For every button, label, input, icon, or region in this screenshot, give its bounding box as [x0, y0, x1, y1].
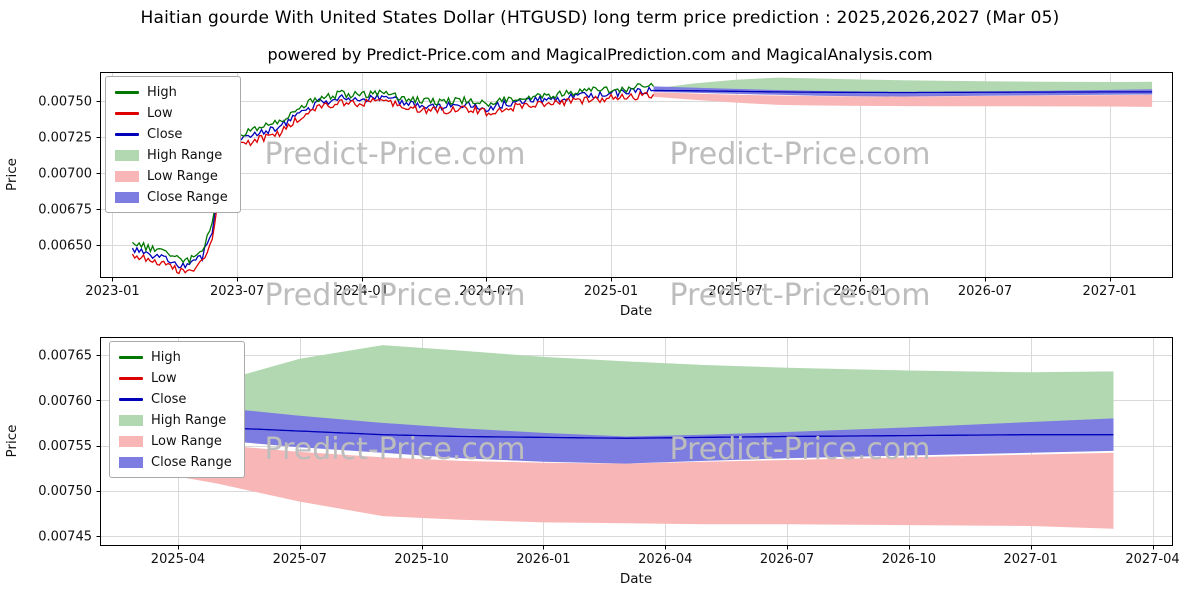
legend-label-low-range: Low Range: [147, 168, 218, 184]
svg-text:Price: Price: [4, 425, 20, 458]
legend-item-high: High: [115, 83, 228, 101]
legend-swatch-high-range: [119, 414, 143, 426]
price-history-prediction-chart: 2023-01 2023-07 2024-01 2024-07 2025-01 2025-…: [4, 72, 1173, 319]
svg-text:2023-01: 2023-01: [85, 284, 139, 299]
legend-label-high: High: [151, 349, 181, 365]
legend-label-close: Close: [151, 391, 187, 407]
legend-label-close: Close: [147, 126, 183, 142]
legend-label-close-range: Close Range: [151, 454, 232, 470]
legend-swatch-close: [119, 397, 143, 401]
svg-text:2026-01: 2026-01: [833, 284, 887, 299]
svg-text:2027-01: 2027-01: [1083, 284, 1137, 299]
legend-label-low: Low: [151, 370, 177, 386]
legend-item-close-range: Close Range: [115, 188, 228, 206]
legend-label-low-range: Low Range: [151, 433, 222, 449]
legend-swatch-close-range: [119, 456, 143, 468]
svg-text:0.00750: 0.00750: [38, 94, 92, 109]
legend-swatch-low-range: [119, 435, 143, 447]
legend-label-high: High: [147, 84, 177, 100]
legend-swatch-close-range: [115, 191, 139, 203]
svg-text:0.00675: 0.00675: [38, 203, 92, 218]
legend-item-low: Low: [115, 104, 228, 122]
svg-text:0.00650: 0.00650: [38, 239, 92, 254]
svg-text:0.00725: 0.00725: [38, 130, 92, 145]
legend-swatch-high-range: [115, 149, 139, 161]
legend-swatch-low-range: [115, 170, 139, 182]
svg-text:2024-01: 2024-01: [335, 284, 389, 299]
legend-bottom-chart: High Low Close High Range Low Range Clos…: [109, 341, 245, 478]
legend-swatch-close: [115, 132, 139, 136]
legend-item-low: Low: [119, 369, 232, 387]
svg-text:2027-04: 2027-04: [1125, 552, 1179, 567]
legend-item-high-range: High Range: [115, 146, 228, 164]
legend-item-close-range: Close Range: [119, 453, 232, 471]
svg-text:0.00700: 0.00700: [38, 167, 92, 182]
svg-text:2026-10: 2026-10: [882, 552, 936, 567]
prediction-detail-chart: 2025-04 2025-07 2025-10 2026-01 2026-04 2026-…: [4, 337, 1180, 587]
legend-label-high-range: High Range: [151, 412, 227, 428]
legend-item-high-range: High Range: [119, 411, 232, 429]
legend-label-close-range: Close Range: [147, 189, 228, 205]
legend-item-close: Close: [115, 125, 228, 143]
legend-swatch-high: [119, 355, 143, 359]
legend-item-low-range: Low Range: [115, 167, 228, 185]
figure-subtitle: powered by Predict-Price.com and Magical…: [267, 45, 933, 64]
svg-text:0.00750: 0.00750: [38, 484, 92, 499]
svg-text:2025-04: 2025-04: [151, 552, 205, 567]
svg-text:Price: Price: [4, 158, 20, 191]
legend-item-low-range: Low Range: [119, 432, 232, 450]
svg-text:2027-01: 2027-01: [1004, 552, 1058, 567]
legend-label-high-range: High Range: [147, 147, 223, 163]
svg-text:2025-07: 2025-07: [273, 552, 327, 567]
svg-text:2026-04: 2026-04: [638, 552, 692, 567]
svg-text:0.00745: 0.00745: [38, 529, 92, 544]
svg-text:2026-07: 2026-07: [958, 284, 1012, 299]
svg-text:2025-10: 2025-10: [394, 552, 448, 567]
svg-text:0.00755: 0.00755: [38, 439, 92, 454]
svg-text:0.00760: 0.00760: [38, 394, 92, 409]
legend-label-low: Low: [147, 105, 173, 121]
legend-item-high: High: [119, 348, 232, 366]
legend-swatch-low: [119, 376, 143, 380]
svg-text:2023-07: 2023-07: [210, 284, 264, 299]
svg-text:Date: Date: [620, 303, 652, 319]
legend-top-chart: High Low Close High Range Low Range Clos…: [105, 76, 241, 213]
legend-swatch-high: [115, 90, 139, 94]
svg-text:0.00765: 0.00765: [38, 349, 92, 364]
legend-item-close: Close: [119, 390, 232, 408]
legend-swatch-low: [115, 111, 139, 115]
svg-text:2026-07: 2026-07: [760, 552, 814, 567]
svg-text:2024-07: 2024-07: [459, 284, 513, 299]
svg-text:2026-01: 2026-01: [516, 552, 570, 567]
figure-title: Haitian gourde With United States Dollar…: [140, 8, 1060, 28]
svg-text:2025-07: 2025-07: [709, 284, 763, 299]
svg-text:2025-01: 2025-01: [584, 284, 638, 299]
svg-text:Date: Date: [620, 571, 652, 587]
